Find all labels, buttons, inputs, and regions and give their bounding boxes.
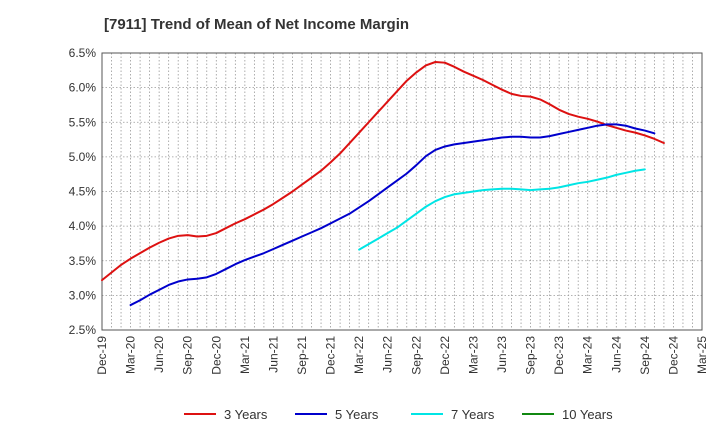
legend-label: 10 Years bbox=[562, 407, 613, 422]
x-tick-label: Jun-21 bbox=[266, 336, 280, 373]
y-tick-label: 3.5% bbox=[69, 254, 97, 268]
x-tick-label: Mar-23 bbox=[466, 336, 480, 374]
legend-label: 3 Years bbox=[224, 407, 268, 422]
y-axis-ticks: 2.5% 3.0% 3.5% 4.0% 4.5% 5.0% 5.5% 6.0% 6.5% bbox=[69, 46, 97, 337]
x-tick-label: Jun-24 bbox=[609, 336, 623, 373]
plot-frame bbox=[101, 52, 703, 331]
x-tick-label: Sep-20 bbox=[181, 336, 195, 375]
x-tick-label: Dec-20 bbox=[209, 336, 223, 375]
grid-lines bbox=[102, 53, 702, 330]
legend: 3 Years 5 Years 7 Years 10 Years bbox=[184, 407, 613, 422]
chart-title: [7911] Trend of Mean of Net Income Margi… bbox=[104, 16, 409, 33]
x-tick-label: Dec-19 bbox=[95, 336, 109, 375]
y-tick-label: 4.0% bbox=[69, 219, 97, 233]
x-tick-label: Mar-21 bbox=[238, 336, 252, 374]
x-tick-label: Sep-24 bbox=[638, 336, 652, 375]
x-tick-label: Sep-21 bbox=[295, 336, 309, 375]
x-tick-label: Dec-22 bbox=[438, 336, 452, 375]
y-tick-label: 4.5% bbox=[69, 185, 97, 199]
x-tick-label: Dec-23 bbox=[552, 336, 566, 375]
x-tick-label: Sep-22 bbox=[409, 336, 423, 375]
y-tick-label: 3.0% bbox=[69, 288, 97, 302]
series-line-3-years bbox=[101, 61, 665, 282]
legend-label: 7 Years bbox=[451, 407, 495, 422]
x-tick-label: Dec-21 bbox=[324, 336, 338, 375]
y-tick-label: 6.0% bbox=[69, 81, 97, 95]
plot-area bbox=[102, 53, 702, 330]
x-tick-label: Mar-20 bbox=[124, 336, 138, 374]
x-tick-label: Jun-22 bbox=[381, 336, 395, 373]
series-line-7-years bbox=[358, 168, 646, 251]
x-tick-label: Mar-22 bbox=[352, 336, 366, 374]
x-tick-label: Jun-20 bbox=[152, 336, 166, 373]
series-lines bbox=[101, 61, 665, 307]
x-tick-label: Sep-23 bbox=[524, 336, 538, 375]
x-tick-label: Mar-25 bbox=[695, 336, 709, 374]
x-axis-ticks: Dec-19 Mar-20 Jun-20 Sep-20 Dec-20 Mar-21 Jun-… bbox=[95, 336, 709, 375]
y-tick-label: 5.0% bbox=[69, 150, 97, 164]
legend-label: 5 Years bbox=[335, 407, 379, 422]
x-tick-label: Mar-24 bbox=[581, 336, 595, 374]
y-tick-label: 2.5% bbox=[69, 323, 97, 337]
x-tick-label: Dec-24 bbox=[666, 336, 680, 375]
series-line-5-years bbox=[129, 123, 656, 307]
y-tick-label: 6.5% bbox=[69, 46, 97, 60]
x-tick-label: Jun-23 bbox=[495, 336, 509, 373]
y-tick-label: 5.5% bbox=[69, 115, 97, 129]
